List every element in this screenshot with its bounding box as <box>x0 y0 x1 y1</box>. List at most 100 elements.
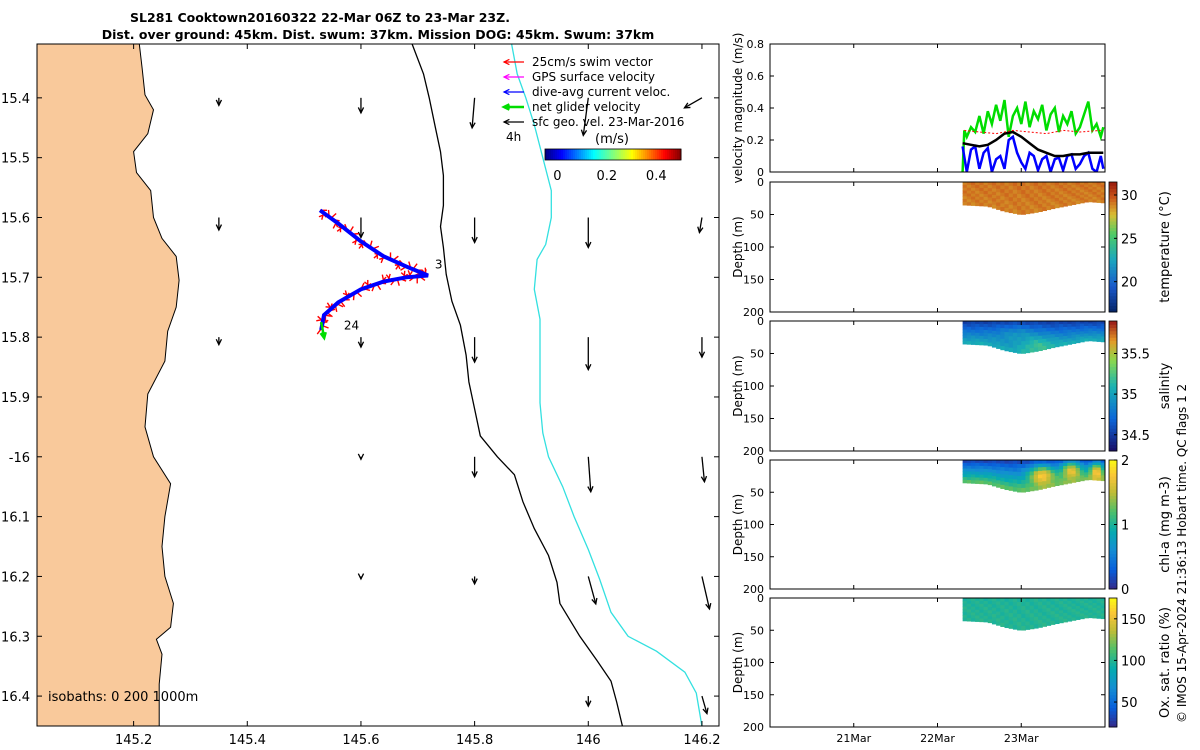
section-cell <box>1067 199 1073 203</box>
section-cell <box>996 341 1001 346</box>
section-cell <box>966 603 972 608</box>
panel-colorbar-cell <box>1109 521 1117 525</box>
section-cell <box>1054 330 1060 335</box>
section-cell <box>1008 486 1014 491</box>
colorbar-cell <box>671 149 674 160</box>
section-cell <box>1058 469 1064 473</box>
section-cell <box>1000 622 1006 627</box>
section-cell <box>1038 196 1043 201</box>
panel-colorbar-cell <box>1109 269 1117 274</box>
map-y-tick-label: 16.1 <box>1 511 30 526</box>
section-cell <box>1067 182 1073 186</box>
section-cell <box>1063 480 1068 485</box>
section-cell <box>1088 338 1094 342</box>
section-cell <box>1079 467 1085 471</box>
section-cell <box>1088 323 1094 327</box>
section-cell <box>1000 328 1006 333</box>
section-cell <box>975 618 980 622</box>
panel-2: 34.5 35 35.5 salinity 0 50 100 150 200 Depth (m) <box>731 315 1173 458</box>
section-cell <box>1000 207 1006 212</box>
section-cell <box>1004 467 1010 472</box>
section-cell <box>1075 600 1081 604</box>
panel-colorbar-label: Ox. sat. ratio (%) <box>1158 607 1173 718</box>
section-cell <box>1017 325 1022 330</box>
section-cell <box>1092 186 1098 191</box>
panel-colorbar-cell <box>1109 324 1117 328</box>
section-cell <box>1075 611 1081 615</box>
section-cell <box>1000 470 1006 475</box>
panel-colorbar-cell <box>1109 707 1117 712</box>
section-cell <box>987 466 993 470</box>
section-cell <box>1058 321 1064 325</box>
panel-colorbar-cell <box>1109 576 1117 580</box>
section-cell <box>1012 182 1018 187</box>
section-cell <box>1054 604 1060 609</box>
section-cell <box>1012 193 1018 199</box>
colorbar-cell <box>581 149 584 160</box>
section-cell <box>1012 601 1018 607</box>
section-cell <box>1079 331 1085 335</box>
section-cell <box>1084 199 1089 203</box>
section-cell <box>1000 185 1006 190</box>
section-cell <box>1050 201 1056 206</box>
panel-colorbar-cell <box>1109 675 1117 680</box>
panel-colorbar-cell <box>1109 282 1117 287</box>
section-cell <box>1100 194 1105 199</box>
section-cell <box>1029 624 1035 630</box>
panel-colorbar-cell <box>1109 460 1117 464</box>
panel-colorbar-cell <box>1109 211 1117 215</box>
section-cell <box>1012 483 1018 488</box>
section-cell <box>1079 470 1085 474</box>
section-cell <box>991 198 997 203</box>
section-cell <box>979 460 985 464</box>
panel-colorbar-cell <box>1109 356 1117 361</box>
section-cell <box>1017 621 1022 627</box>
section-cell <box>983 609 989 614</box>
section-cell <box>1092 194 1098 198</box>
colorbar-cell <box>591 149 594 160</box>
panel-colorbar-cell <box>1109 395 1117 400</box>
section-cell <box>996 205 1001 210</box>
section-cell <box>1067 332 1073 337</box>
section-cell <box>1079 328 1085 332</box>
section-cell <box>1025 344 1031 350</box>
section-cell <box>1017 337 1022 342</box>
section-cell <box>1029 463 1035 469</box>
panel-colorbar-cell <box>1109 363 1117 367</box>
colorbar-cell <box>617 149 620 160</box>
section-cell <box>1033 185 1039 191</box>
section-cell <box>1008 182 1014 187</box>
panel-colorbar-cell <box>1109 492 1117 496</box>
panel-colorbar-cell <box>1109 479 1117 484</box>
section-cell <box>1012 205 1018 210</box>
current-velocity-track <box>318 208 429 331</box>
panel-colorbar-cell <box>1109 610 1117 615</box>
section-cell <box>1079 197 1085 201</box>
section-cell <box>1021 483 1027 489</box>
section-cell <box>996 199 1001 204</box>
section-cell <box>1092 321 1098 325</box>
section-cell <box>971 471 976 476</box>
panel-colorbar-cell <box>1109 482 1117 487</box>
section-cell <box>979 465 985 470</box>
section-cell <box>991 185 997 190</box>
section-cell <box>996 327 1001 332</box>
panel-colorbar-cell <box>1109 305 1117 310</box>
section-cell <box>1092 605 1098 609</box>
section-cell <box>1012 197 1018 203</box>
section-cell <box>962 199 968 203</box>
section-cell <box>1021 194 1027 199</box>
section-cell <box>1046 621 1052 626</box>
section-cell <box>1054 466 1060 471</box>
section-cell <box>983 480 989 485</box>
section-cell <box>1071 340 1077 344</box>
section-cell <box>1004 620 1010 625</box>
section-cell <box>1038 612 1043 617</box>
panel-colorbar-cell <box>1109 505 1117 509</box>
colorbar-cell <box>637 149 640 160</box>
section-cell <box>1054 194 1060 199</box>
section-cell <box>1033 347 1039 352</box>
section-cell <box>1012 344 1018 349</box>
panel-colorbar-cell <box>1109 498 1117 503</box>
section-cell <box>1088 194 1094 198</box>
